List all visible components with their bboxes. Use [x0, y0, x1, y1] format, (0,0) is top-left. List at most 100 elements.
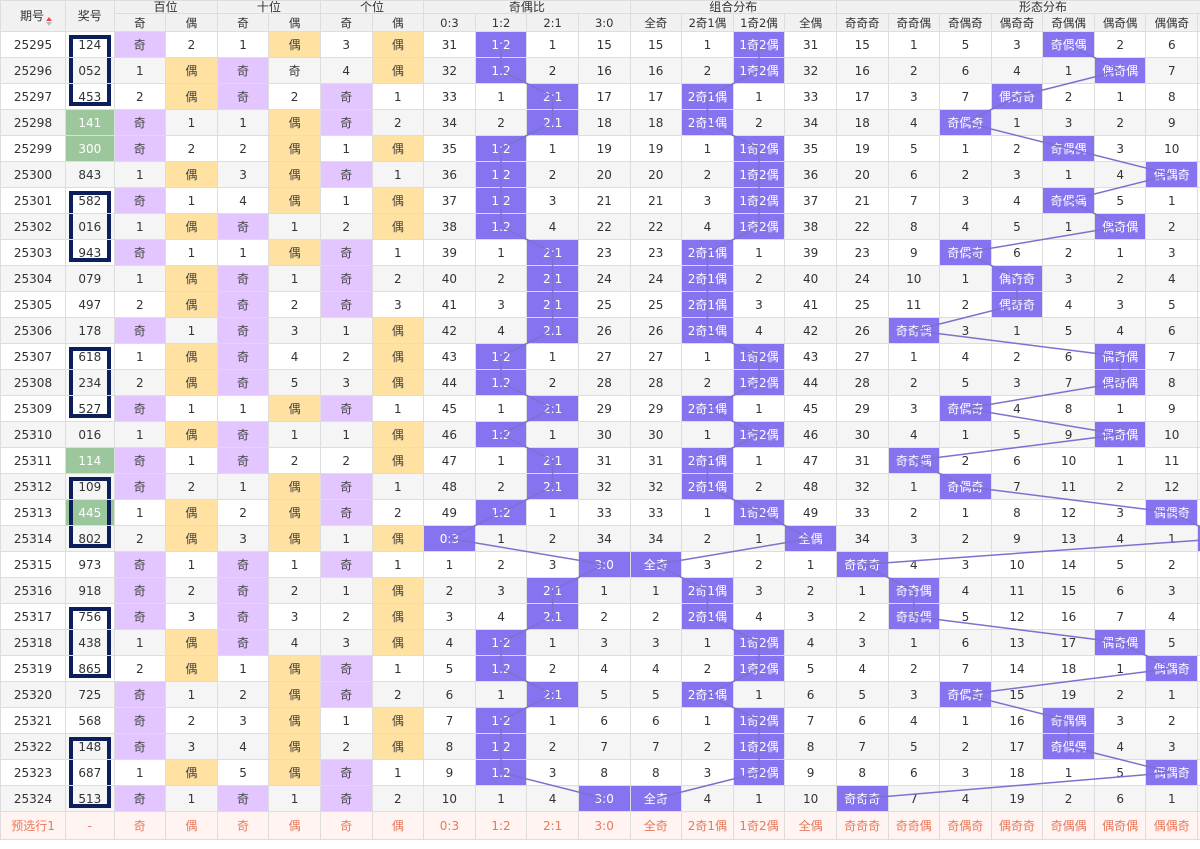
predict-option[interactable]: 全偶	[784, 811, 837, 840]
combo-hit-cell: 1奇2偶	[732, 31, 786, 58]
shape-miss-cell: 16	[1042, 603, 1095, 630]
predict-option[interactable]: 偶奇偶	[1093, 811, 1147, 840]
predict-option[interactable]: 1:2	[474, 811, 528, 840]
combo-miss-cell: 38	[784, 213, 837, 240]
shape-miss-cell: 9	[990, 525, 1044, 552]
predict-option[interactable]: 奇偶偶	[1042, 811, 1095, 840]
ratio-miss-cell: 19	[577, 135, 631, 162]
predict-option[interactable]: 全奇	[629, 811, 683, 840]
even-miss-cell: 1	[371, 473, 425, 500]
odd-hit-cell: 奇	[319, 551, 373, 578]
predict-option[interactable]: 奇	[319, 811, 373, 840]
combo-miss-cell: 1	[732, 525, 786, 552]
table-row[interactable]: 25304 079 1 偶奇 1 奇 2 40 2 2:1 24 24 2奇1偶 2 40 24 10 1 偶奇奇 3…	[0, 265, 1200, 292]
ratio-miss-cell: 3	[423, 603, 476, 630]
win-header: 奖号	[65, 0, 115, 32]
even-miss-cell: 2	[165, 707, 218, 734]
table-row[interactable]: 25311 114 奇 1 奇 2 2 偶 47 1 2:1 31 31 2奇1偶 1 47 31 奇奇偶 2 6 10…	[0, 447, 1200, 474]
combo-miss-cell: 25	[629, 291, 683, 318]
ratio-hit-cell: 0:3	[423, 525, 476, 552]
shape-miss-cell: 3	[887, 525, 941, 552]
predict-option[interactable]: 奇奇偶	[887, 811, 941, 840]
table-row[interactable]: 25308 234 2 偶奇 5 3 偶 44 1:2 2 28 28 2 1奇2偶 44 28 2 5 3 7 偶奇偶…	[0, 369, 1200, 396]
shape-miss-cell: 28	[835, 369, 889, 396]
win-digits: 234	[78, 375, 102, 390]
shape-hit-cell: 奇奇偶	[887, 447, 941, 474]
predict-option[interactable]: 1奇2偶	[732, 811, 786, 840]
table-row[interactable]: 25309 527 奇 1 1 偶奇 1 45 1 2:1 29 29 2奇1偶 1 45 29 3 奇偶奇 4 8 1…	[0, 395, 1200, 422]
combo-miss-cell: 33	[784, 83, 837, 110]
ratio-miss-cell: 16	[577, 57, 631, 84]
table-row[interactable]: 25297 453 2 偶奇 2 奇 1 33 1 2:1 17 17 2奇1偶 1 33 17 3 7 偶奇奇 2 1…	[0, 83, 1200, 110]
ratio-hit-cell: 1:2	[474, 655, 528, 682]
predict-option[interactable]: 3:0	[577, 811, 631, 840]
combo-hit-cell: 1奇2偶	[732, 629, 786, 656]
predict-option[interactable]: 偶奇奇	[990, 811, 1044, 840]
combo-miss-cell: 19	[629, 135, 683, 162]
table-row[interactable]: 25300 843 1 偶 3 偶奇 1 36 1:2 2 20 20 2 1奇2偶 36 20 6 2 3 1 4 偶偶…	[0, 161, 1200, 188]
table-row[interactable]: 25306 178 奇 1 奇 3 1 偶 42 4 2:1 26 26 2奇1偶 4 42 26 奇奇偶 3 1 5 4…	[0, 317, 1200, 344]
win-number: 527	[65, 395, 115, 422]
even-hit-cell: 偶	[268, 473, 321, 500]
odd-hit-cell: 奇	[319, 785, 373, 812]
predict-option[interactable]: 偶	[268, 811, 321, 840]
table-row[interactable]: 25299 300 奇 2 2 偶 1 偶 35 1:2 1 19 19 1 1奇2偶 35 19 5 1 2 奇偶偶 3…	[0, 135, 1200, 162]
period-header[interactable]: 期号	[0, 0, 67, 32]
shape-miss-cell: 33	[835, 499, 889, 526]
table-row[interactable]: 25301 582 奇 1 4 偶 1 偶 37 1:2 3 21 21 3 1奇2偶 37 21 7 3 4 奇偶偶 5…	[0, 187, 1200, 214]
table-row[interactable]: 25310 016 1 偶奇 1 1 偶 46 1:2 1 30 30 1 1奇2偶 46 30 4 1 5 9 偶奇偶…	[0, 421, 1200, 448]
predict-option[interactable]: 2奇1偶	[681, 811, 734, 840]
table-row[interactable]: 25295 124 奇 2 1 偶 3 偶 31 1:2 1 15 15 1 1奇2偶 31 15 1 5 3 奇偶偶 2…	[0, 31, 1200, 58]
ratio-miss-cell: 5	[423, 655, 476, 682]
even-hit-cell: 偶	[371, 525, 425, 552]
table-row[interactable]: 25307 618 1 偶奇 4 2 偶 43 1:2 1 27 27 1 1奇2偶 43 27 1 4 2 6 偶奇偶…	[0, 343, 1200, 370]
shape-miss-cell: 6	[939, 629, 992, 656]
win-digits: 016	[78, 427, 102, 442]
predict-option[interactable]: 奇	[216, 811, 270, 840]
table-row[interactable]: 25302 016 1 偶奇 1 2 偶 38 1:2 4 22 22 4 1奇2偶 38 22 8 4 5 1 偶奇偶…	[0, 213, 1200, 240]
predict-option[interactable]: 偶偶偶	[1197, 811, 1200, 840]
ratio-hit-cell: 1:2	[474, 629, 528, 656]
shape-hit-cell: 奇偶偶	[1042, 31, 1095, 58]
combo-miss-cell: 39	[784, 239, 837, 266]
win-number: 178	[65, 317, 115, 344]
predict-option[interactable]: 偶	[165, 811, 218, 840]
predict-row[interactable]: 预选行1- 奇偶奇偶奇偶 0:3 1:2 2:1 3:0 全奇 2奇1偶 1奇2偶 全偶 奇奇奇 奇奇…	[0, 811, 1200, 840]
table-row[interactable]: 25313 445 1 偶 2 偶奇 2 49 1:2 1 33 33 1 1奇2偶 49 33 2 1 8 12 3 偶…	[0, 499, 1200, 526]
predict-option[interactable]: 2:1	[526, 811, 579, 840]
ratio-hit-cell: 1:2	[474, 31, 528, 58]
predict-option[interactable]: 偶	[371, 811, 425, 840]
shape-miss-cell: 7	[835, 733, 889, 760]
even-miss-cell: 1	[371, 551, 425, 578]
win-digits: 568	[78, 713, 102, 728]
table-row[interactable]: 25298 141 奇 1 1 偶奇 2 34 2 2:1 18 18 2奇1偶 2 34 18 4 奇偶奇 1 3 2…	[0, 109, 1200, 136]
predict-option[interactable]: 奇偶奇	[939, 811, 992, 840]
table-row[interactable]: 25312 109 奇 2 1 偶奇 1 48 2 2:1 32 32 2奇1偶 2 48 32 1 奇偶奇 7 11…	[0, 473, 1200, 500]
table-row[interactable]: 25303 943 奇 1 1 偶奇 1 39 1 2:1 23 23 2奇1偶 1 39 23 9 奇偶奇 6 2 1…	[0, 239, 1200, 266]
odd-miss-cell: 2	[216, 681, 270, 708]
odd-hit-cell: 奇	[216, 577, 270, 604]
shape-miss-cell: 3	[1093, 291, 1147, 318]
odd-miss-cell: 1	[319, 187, 373, 214]
predict-option[interactable]: 偶偶奇	[1145, 811, 1199, 840]
shape-hit-cell: 偶奇奇	[990, 291, 1044, 318]
predict-option[interactable]: 0:3	[423, 811, 476, 840]
predict-option[interactable]: 奇	[113, 811, 167, 840]
table-row[interactable]: 25296 052 1 偶奇奇 4 偶 32 1:2 2 16 16 2 1奇2偶 32 16 2 6 4 1 偶奇偶…	[0, 57, 1200, 84]
shape-miss-cell: 2	[939, 733, 992, 760]
predict-label[interactable]: 预选行1	[0, 811, 67, 840]
table-row[interactable]: 25305 497 2 偶奇 2 奇 3 41 3 2:1 25 25 2奇1偶 3 41 25 11 2 偶奇奇 4…	[0, 291, 1200, 318]
predict-option[interactable]: 奇奇奇	[835, 811, 889, 840]
combo-hit-cell: 2奇1偶	[681, 681, 734, 708]
